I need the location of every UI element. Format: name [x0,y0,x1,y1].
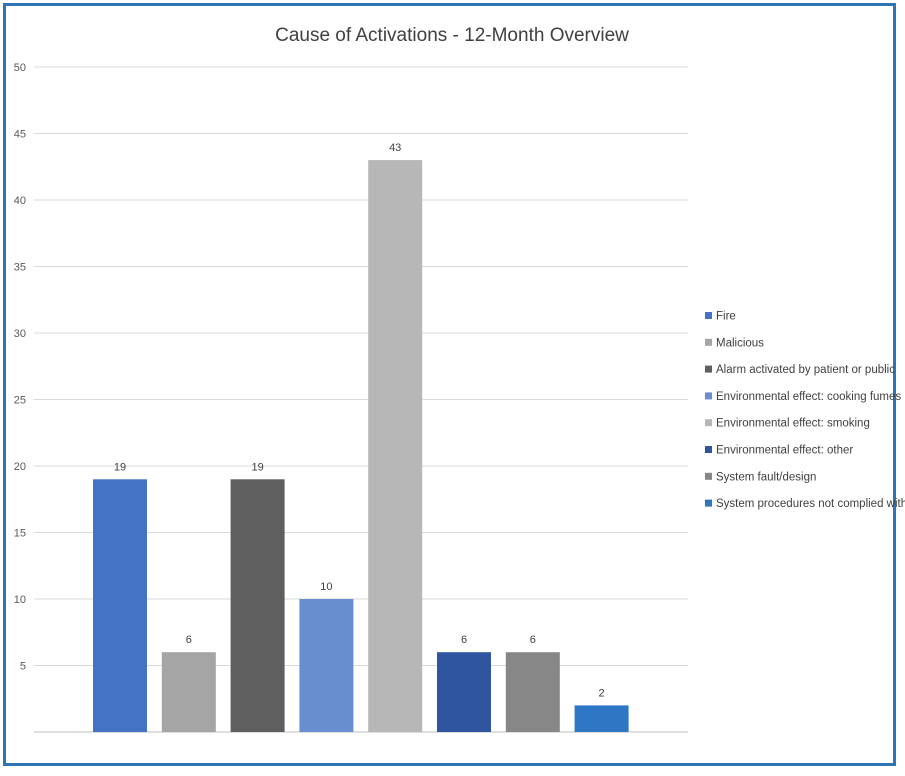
data-label: 43 [389,142,401,154]
y-tick-label: 45 [14,129,26,141]
chart-frame [3,3,896,766]
bar [230,479,285,732]
y-tick-label: 40 [14,195,26,207]
legend-label: System fault/design [716,471,816,483]
y-tick-label: 20 [14,461,26,473]
legend-label: Fire [716,311,736,323]
y-axis: 5 10 15 20 25 30 35 40 45 50 [14,62,26,673]
legend-swatch [705,499,712,507]
y-tick-label: 25 [14,395,26,407]
data-label: 2 [599,687,605,699]
y-tick-label: 10 [14,594,26,606]
bars [93,160,629,733]
data-label: 19 [114,461,126,473]
legend-swatch [705,312,712,319]
legend-label: Environmental effect: cooking fumes [716,391,901,403]
data-label: 6 [186,634,192,646]
y-tick-label: 5 [20,661,26,673]
data-label: 19 [251,461,263,473]
data-labels: 19 6 19 10 43 6 6 2 [114,142,605,699]
data-label: 10 [320,581,332,593]
legend-swatch [705,446,712,453]
legend-swatch [705,419,712,427]
chart-title: Cause of Activations - 12-Month Overview [275,25,629,46]
data-label: 6 [461,634,467,646]
y-tick-label: 15 [14,528,26,540]
bar [437,652,491,732]
legend-label: Alarm activated by patient or public [716,364,895,376]
y-tick-label: 35 [14,262,26,274]
bar [161,652,216,732]
legend-swatch [705,472,712,480]
y-tick-label: 50 [14,62,26,74]
legend-label: Environmental effect: other [716,445,853,457]
legend-swatch [705,338,712,346]
bar [299,599,354,732]
legend-label: System procedures not complied with [716,498,905,510]
bar [368,160,423,733]
legend: Fire Malicious Alarm activated by patient … [705,311,905,510]
legend-swatch [705,392,712,400]
bar [93,479,147,732]
data-label: 6 [530,634,536,646]
legend-swatch [705,365,712,373]
legend-label: Environmental effect: smoking [716,418,870,430]
bar [574,705,629,732]
y-tick-label: 30 [14,328,26,340]
legend-label: Malicious [716,337,764,349]
bar [505,652,560,732]
